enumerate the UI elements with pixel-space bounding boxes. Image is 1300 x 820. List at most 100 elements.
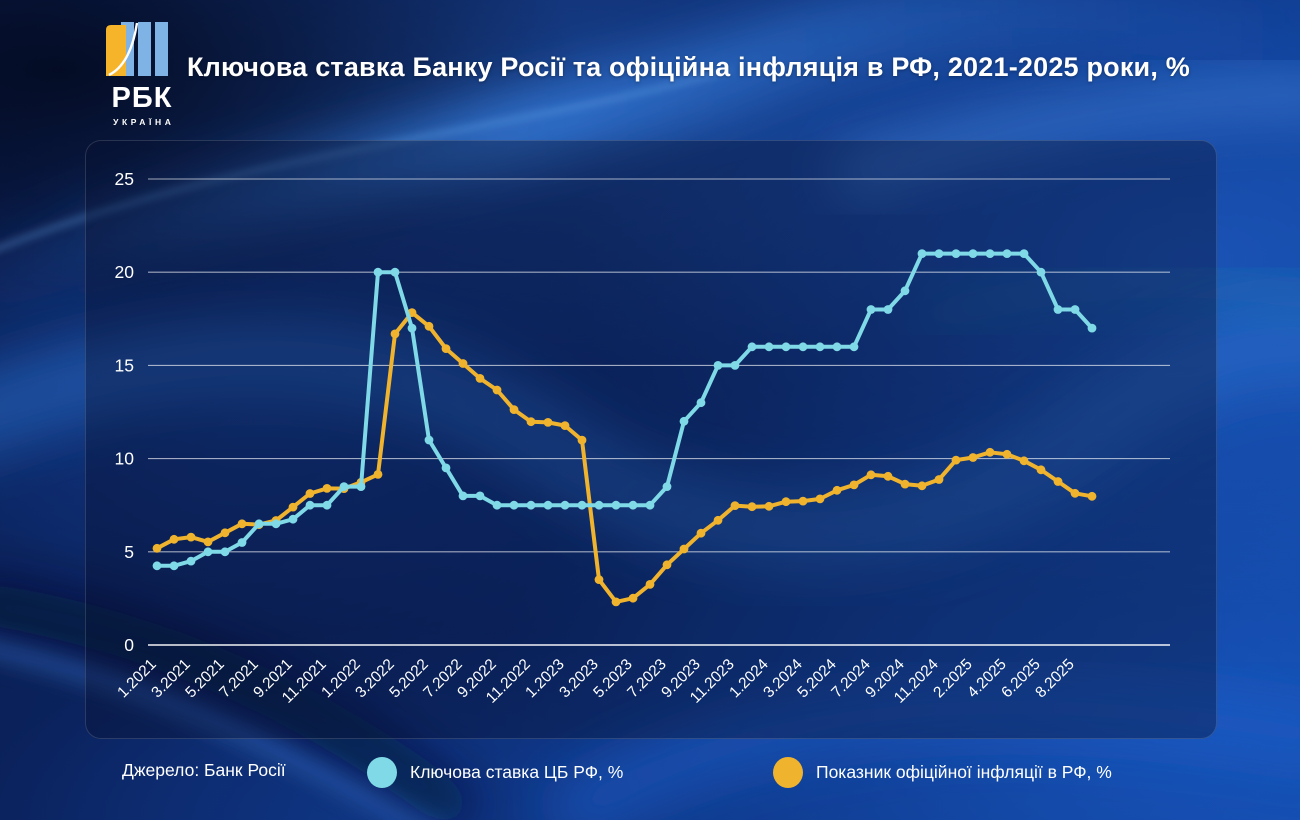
y-axis-label: 0 [124,635,134,655]
data-point [169,534,179,544]
data-point [288,502,298,512]
data-point [679,416,689,426]
data-point [560,421,570,430]
data-point [611,597,621,607]
data-point [1087,323,1097,333]
legend-item-inflation: Показник офіційної інфляції в РФ, % [773,747,1112,797]
data-point [934,475,944,484]
data-point [475,491,485,501]
data-point [764,342,774,352]
y-axis-label: 20 [115,262,135,282]
logo-bar [155,22,168,76]
data-point [815,494,825,504]
chart-panel [85,140,1217,739]
data-point [832,485,842,495]
data-point [543,500,553,510]
data-point [849,342,859,352]
data-point [883,305,893,314]
data-point [407,323,417,333]
data-point [169,561,179,571]
data-point [271,519,281,529]
logo-wordmark: РБК [111,82,173,114]
data-point [951,249,961,258]
data-point [220,528,230,538]
data-point [526,417,536,427]
data-point [543,418,553,427]
legend-row: Джерело: Банк Росії Ключова ставка ЦБ РФ… [0,747,1300,797]
data-point [373,470,383,479]
y-axis-label: 5 [124,542,134,562]
data-point [356,482,366,491]
data-point [832,342,842,352]
data-point [475,374,485,383]
data-point [186,532,196,542]
data-point [152,561,162,571]
data-point [203,547,213,557]
data-point [560,500,570,510]
data-point [968,453,978,462]
data-point [577,500,587,510]
data-point [594,575,604,584]
data-point [628,593,638,603]
data-point [1070,488,1080,498]
data-point [815,342,825,352]
data-point [492,385,502,395]
data-point [322,484,332,493]
inflation-legend-dot [773,756,803,788]
data-point [900,286,910,296]
series-line [155,310,1094,604]
y-axis-label: 15 [115,355,134,375]
x-axis-label: 8.2025 [1032,656,1078,702]
data-point [390,267,400,277]
legend-label: Ключова ставка ЦБ РФ, % [410,761,624,782]
chart-title: Ключова ставка Банку Росії та офіційна і… [187,52,1190,82]
data-point [458,359,468,368]
data-point [424,321,434,331]
data-point [373,267,383,277]
data-point [883,471,893,481]
logo-country: УКРАЇНА [113,117,175,127]
data-point [492,500,502,510]
data-point [509,405,519,414]
data-point [322,500,332,510]
data-point [764,501,774,511]
data-point [1036,465,1046,475]
data-point [866,305,876,314]
data-point [985,249,995,258]
logo-bar [138,22,151,76]
data-point [441,344,451,353]
data-point [390,329,400,339]
data-point [1053,305,1063,314]
data-point [679,544,689,554]
data-point [237,538,247,547]
rbc-ukraine-logo: РБК УКРАЇНА [104,22,180,127]
data-point [917,249,927,258]
data-point [781,497,791,507]
data-point [152,543,162,553]
data-point [237,519,247,529]
data-point [730,361,740,370]
source-note: Джерело: Банк Росії [122,760,286,780]
data-point [747,342,757,352]
data-point [441,463,451,473]
data-point [509,500,519,510]
data-point [662,482,672,491]
data-point [968,249,978,258]
data-point [645,580,655,589]
data-point [645,500,655,510]
data-point [424,435,434,445]
data-point [1087,491,1097,501]
data-point [1019,456,1029,466]
data-point [900,479,910,489]
data-point [849,480,859,490]
data-point [611,500,621,510]
data-point [730,501,740,510]
data-point [628,500,638,510]
data-point [186,556,196,566]
data-point [951,455,961,465]
data-point [713,361,723,370]
data-point [305,500,315,510]
data-point [696,528,706,538]
data-point [1019,249,1029,258]
